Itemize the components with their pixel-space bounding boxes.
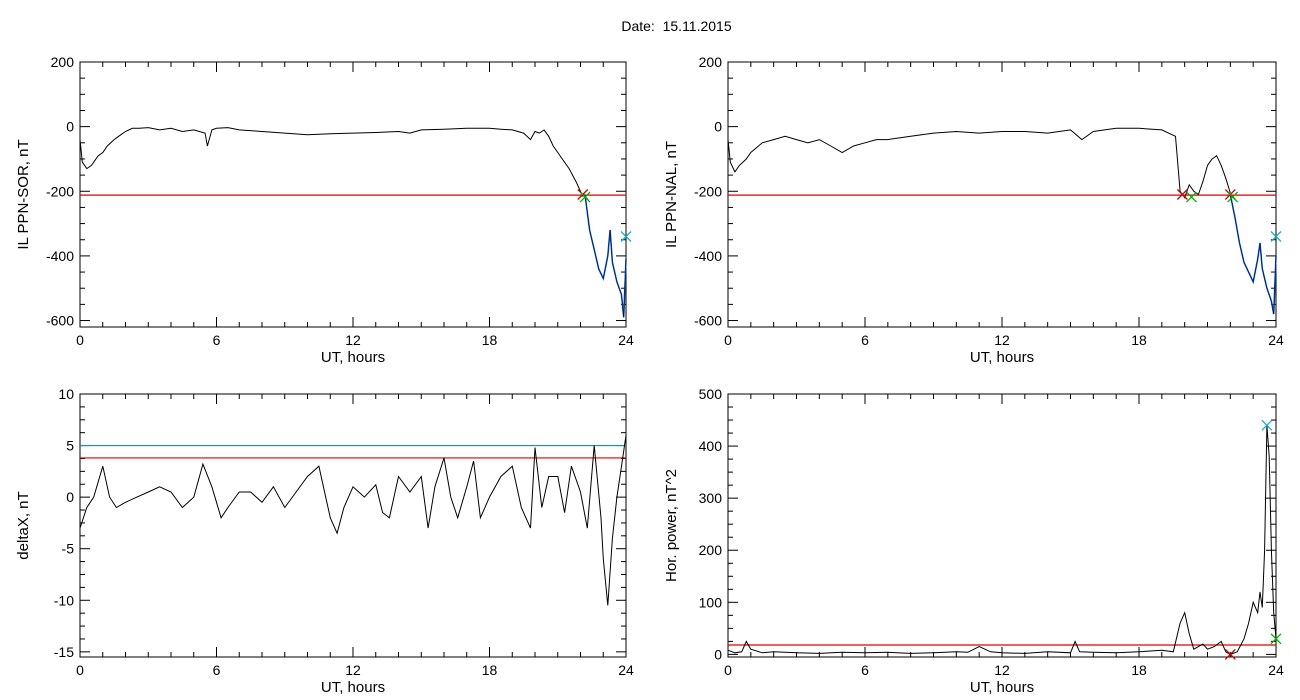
y-tick-label: 400 bbox=[699, 438, 723, 454]
marker-stroke bbox=[1224, 648, 1236, 660]
x-axis-label: UT, hours bbox=[321, 349, 385, 366]
marker-stroke bbox=[1270, 633, 1282, 645]
x-axis-label: UT, hours bbox=[321, 679, 385, 696]
x-tick-label: 12 bbox=[994, 662, 1010, 678]
y-tick-label: 500 bbox=[699, 386, 723, 402]
y-tick-label: -200 bbox=[46, 183, 74, 199]
highlight-series-core bbox=[1230, 194, 1277, 315]
marker-stroke bbox=[1261, 419, 1273, 431]
x-tick-label: 6 bbox=[213, 332, 221, 348]
marker-x bbox=[1227, 191, 1239, 203]
highlight-series-line bbox=[1229, 194, 1277, 315]
plot-frame bbox=[79, 61, 627, 328]
y-tick-label: 200 bbox=[51, 54, 75, 70]
y-tick-label: 0 bbox=[714, 646, 722, 662]
marker-stroke bbox=[1186, 191, 1197, 203]
x-axis-label: UT, hours bbox=[970, 349, 1034, 366]
y-tick-label: 0 bbox=[66, 489, 74, 505]
y-tick-label: 5 bbox=[66, 438, 74, 454]
y-axis-label: deltaX, nT bbox=[15, 491, 32, 559]
y-axis-label: IL PPN-NAL, nT bbox=[663, 141, 680, 248]
x-tick-label: 24 bbox=[1268, 332, 1284, 348]
y-tick-label: 300 bbox=[699, 490, 723, 506]
marker-x bbox=[1186, 191, 1197, 203]
marker-stroke bbox=[579, 191, 591, 203]
series-line bbox=[727, 425, 1277, 655]
x-tick-label: 0 bbox=[76, 662, 84, 678]
x-tick-label: 0 bbox=[724, 332, 732, 348]
y-tick-label: 200 bbox=[699, 542, 723, 558]
x-tick-label: 12 bbox=[345, 332, 361, 348]
chart-deltax: 0 6 12 18 24 10 5 0 -5 -10 -15 UT, hours deltaX, nT bbox=[15, 386, 634, 696]
y-tick-label: -400 bbox=[694, 248, 722, 264]
x-tick-label: 24 bbox=[618, 662, 634, 678]
y-tick-label: 100 bbox=[699, 594, 723, 610]
marker-stroke bbox=[1227, 191, 1239, 203]
series-line bbox=[79, 127, 586, 197]
marker-stroke bbox=[1176, 189, 1188, 200]
y-tick-label: 10 bbox=[58, 386, 74, 402]
x-tick-label: 24 bbox=[618, 332, 634, 348]
x-tick-label: 18 bbox=[1131, 332, 1147, 348]
y-tick-label: 200 bbox=[699, 54, 723, 70]
x-tick-label: 0 bbox=[76, 332, 84, 348]
x-axis-label: UT, hours bbox=[970, 679, 1034, 696]
marker-x bbox=[1176, 189, 1188, 200]
y-tick-label: -10 bbox=[54, 592, 74, 608]
y-tick-label: -600 bbox=[46, 313, 74, 329]
plot-frame bbox=[79, 393, 627, 658]
marker-x bbox=[1270, 633, 1282, 645]
x-tick-label: 6 bbox=[861, 332, 869, 348]
x-tick-label: 12 bbox=[994, 332, 1010, 348]
marker-x bbox=[1270, 231, 1282, 242]
marker-stroke bbox=[1270, 231, 1282, 242]
chart-hor-power: 0 6 12 18 24 500 400 300 200 100 0 UT, hours Hor. po… bbox=[663, 386, 1284, 696]
chart-ppn-sor: 0 6 12 18 24 200 0 -200 -400 -600 UT, hours IL PPN-… bbox=[15, 54, 634, 366]
y-axis-label: Hor. power, nT^2 bbox=[663, 469, 680, 582]
x-tick-label: 6 bbox=[861, 662, 869, 678]
series-line bbox=[79, 435, 627, 606]
chart-ppn-nal: 0 6 12 18 24 200 0 -200 -400 -600 UT, hours IL PPN-… bbox=[663, 54, 1284, 366]
x-tick-label: 24 bbox=[1268, 662, 1284, 678]
marker-x bbox=[579, 191, 591, 203]
y-tick-label: -15 bbox=[54, 644, 74, 660]
y-tick-label: -600 bbox=[694, 313, 722, 329]
y-axis-label: IL PPN-SOR, nT bbox=[15, 139, 32, 249]
x-tick-label: 6 bbox=[213, 662, 221, 678]
series-line bbox=[727, 127, 1231, 199]
marker-x bbox=[620, 231, 632, 242]
marker-x bbox=[1224, 648, 1236, 660]
marker-stroke bbox=[620, 231, 632, 242]
plot-frame bbox=[727, 393, 1277, 658]
x-tick-label: 18 bbox=[1131, 662, 1147, 678]
highlight-series-core bbox=[584, 194, 627, 318]
y-tick-label: -5 bbox=[62, 541, 75, 557]
y-tick-label: -200 bbox=[694, 183, 722, 199]
y-tick-label: -400 bbox=[46, 248, 74, 264]
page-title: Date: 15.11.2015 bbox=[621, 18, 732, 34]
x-tick-label: 18 bbox=[482, 332, 498, 348]
x-tick-label: 0 bbox=[724, 662, 732, 678]
y-tick-label: 0 bbox=[714, 119, 722, 135]
x-tick-label: 12 bbox=[345, 662, 361, 678]
x-tick-label: 18 bbox=[482, 662, 498, 678]
marker-x bbox=[1261, 419, 1273, 431]
y-tick-label: 0 bbox=[66, 119, 74, 135]
